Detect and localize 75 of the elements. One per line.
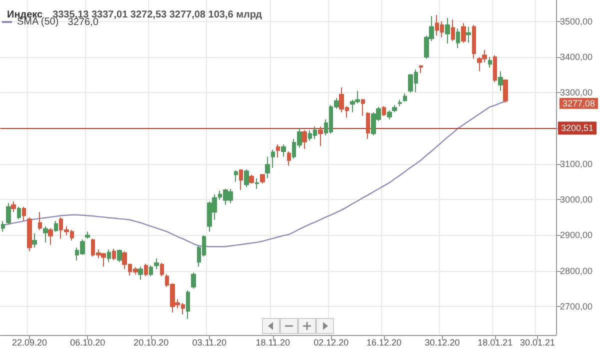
y-tick-label: 3500,00: [560, 16, 593, 26]
candlestick: [451, 19, 455, 42]
x-tick-label: 30.01.21: [520, 338, 555, 348]
candlestick: [260, 174, 265, 184]
x-tick-label: 22.09.20: [12, 338, 47, 348]
candlestick: [234, 170, 238, 182]
y-tick-label: 2900,00: [560, 230, 593, 240]
candlestick: [149, 265, 153, 277]
x-tick-label: 02.12.20: [314, 338, 349, 348]
candlestick: [1, 220, 5, 232]
candlestick: [48, 228, 53, 246]
candlestick: [186, 290, 190, 320]
candlestick: [244, 168, 249, 188]
x-tick-label: 16.12.20: [366, 338, 402, 348]
y-tick-label: 2700,00: [560, 301, 593, 312]
candlestick: [287, 150, 291, 166]
candlestick: [239, 168, 243, 190]
candlestick: [445, 17, 450, 44]
candlestick: [387, 110, 392, 120]
candlestick: [160, 262, 164, 277]
candlestick: [144, 263, 148, 277]
candlestick: [318, 126, 323, 147]
candlestick: [392, 104, 397, 113]
x-tick-label: 03.11.20: [192, 338, 227, 348]
candlestick: [361, 98, 365, 116]
candlestick: [17, 206, 21, 220]
candlestick: [112, 248, 116, 261]
y-tick-label: 2800,00: [560, 266, 593, 276]
candlestick: [472, 24, 476, 60]
x-tick-label: 06.10.20: [70, 338, 106, 348]
candlestick: [398, 99, 402, 107]
candlestick: [154, 258, 159, 270]
candlestick: [419, 64, 423, 74]
y-tick-label: 3400,00: [560, 52, 593, 62]
candlestick: [191, 272, 196, 290]
candlestick: [38, 212, 42, 230]
candlestick: [382, 106, 386, 116]
candlestick: [22, 206, 26, 222]
candlestick: [27, 216, 32, 252]
candlestick: [43, 226, 48, 243]
ref-line-label: 3200,51: [561, 123, 594, 134]
y-tick-label: 3300,00: [560, 88, 593, 98]
candlestick: [249, 174, 254, 184]
candlestick: [6, 202, 11, 226]
candlestick: [11, 200, 16, 213]
candlestick: [493, 54, 497, 82]
candlestick: [85, 231, 90, 240]
candlestick: [32, 232, 37, 248]
candlestick: [503, 78, 508, 103]
candlestick: [107, 248, 111, 262]
text: 3277,08: [562, 98, 596, 108]
candlestick: [276, 144, 280, 158]
x-tick-label: 20.10.20: [134, 338, 169, 348]
line-series: [2, 100, 506, 248]
candlestick: [117, 248, 122, 262]
candlestick: [461, 22, 466, 44]
candlestick: [138, 266, 143, 280]
candlestick: [281, 144, 286, 158]
candlestick: [265, 156, 270, 179]
y-tick-label: 3100,00: [560, 158, 593, 169]
candlestick: [403, 92, 407, 102]
candlestick: [498, 70, 503, 92]
x-tick-label: 18.11.20: [256, 338, 290, 348]
annotation: 3276,0: [68, 17, 98, 28]
candlestick: [54, 220, 58, 232]
candlestick: [466, 26, 471, 44]
candlestick: [255, 178, 259, 190]
x-tick-label: 18.01.21: [478, 338, 513, 348]
y-tick-label: 3000,00: [560, 194, 593, 205]
candlestick: [488, 56, 492, 68]
candlestick: [456, 28, 460, 49]
x-tick-label: 30.12.20: [424, 338, 460, 348]
candlestick: [302, 130, 307, 150]
candlestick: [271, 149, 275, 168]
candlestick: [366, 112, 370, 140]
